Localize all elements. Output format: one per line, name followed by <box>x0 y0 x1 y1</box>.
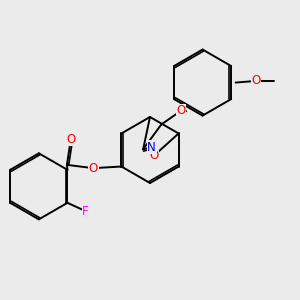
Text: O: O <box>251 74 261 87</box>
Text: O: O <box>89 162 98 175</box>
Text: O: O <box>149 149 159 162</box>
Text: F: F <box>82 205 89 218</box>
Text: O: O <box>66 133 76 146</box>
Text: O: O <box>176 104 186 117</box>
Text: N: N <box>147 141 156 154</box>
